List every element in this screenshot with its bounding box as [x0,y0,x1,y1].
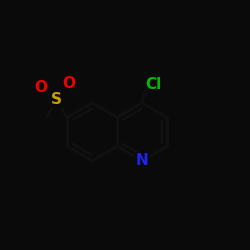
Text: N: N [136,153,148,168]
Text: Cl: Cl [146,77,162,92]
Text: S: S [51,92,62,107]
Text: O: O [34,80,47,95]
Text: O: O [62,76,76,91]
